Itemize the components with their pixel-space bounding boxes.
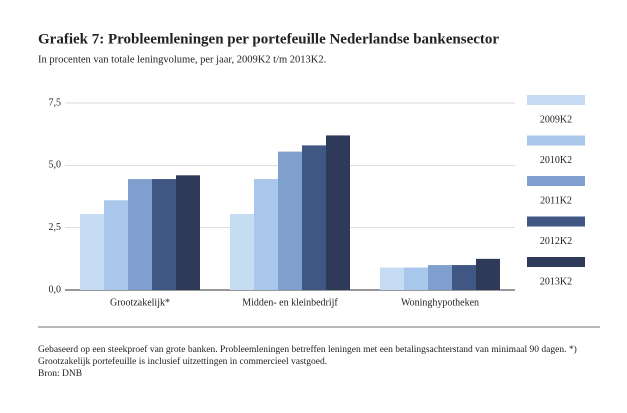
bar: [404, 267, 428, 290]
bar: [152, 179, 176, 290]
bar: [452, 265, 476, 290]
legend-swatch: [527, 176, 585, 186]
legend-swatch: [527, 216, 585, 227]
bar: [230, 213, 254, 290]
source: Bron: DNB: [38, 369, 83, 379]
legend-swatch: [527, 257, 585, 267]
bar: [128, 179, 152, 290]
notes: Gebaseerd op een steekproef van grote ba…: [38, 344, 608, 380]
y-tick-label: 7,5: [49, 97, 62, 108]
bar: [254, 179, 278, 290]
legend-swatch: [527, 135, 585, 146]
bar: [326, 135, 350, 290]
legend-label: 2012K2: [540, 236, 572, 247]
bar: [476, 258, 500, 290]
x-tick-label: Grootzakelijk*: [110, 297, 170, 308]
note: Gebaseerd op een steekproef van grote ba…: [38, 345, 577, 367]
bar: [380, 267, 404, 290]
y-tick-label: 2,5: [49, 222, 62, 233]
x-tick-label: Midden- en kleinbedrijf: [242, 297, 338, 308]
legend-label: 2011K2: [540, 195, 572, 206]
bar: [428, 265, 452, 290]
bar: [278, 151, 302, 290]
bar: [302, 145, 326, 290]
legend-label: 2010K2: [540, 155, 572, 166]
y-tick-label: 0,0: [49, 284, 62, 295]
y-tick-label: 5,0: [49, 160, 62, 171]
legend-label: 2013K2: [540, 276, 572, 287]
legend-swatch: [527, 95, 585, 105]
bar: [104, 200, 128, 290]
legend-label: 2009K2: [540, 114, 572, 125]
bar: [80, 213, 104, 290]
bar: [176, 175, 200, 290]
chart-subtitle: In procenten van totale leningvolume, pe…: [38, 54, 326, 65]
x-tick-label: Woninghypotheken: [401, 297, 479, 308]
chart-title: Grafiek 7: Probleemleningen per portefeu…: [38, 31, 499, 47]
